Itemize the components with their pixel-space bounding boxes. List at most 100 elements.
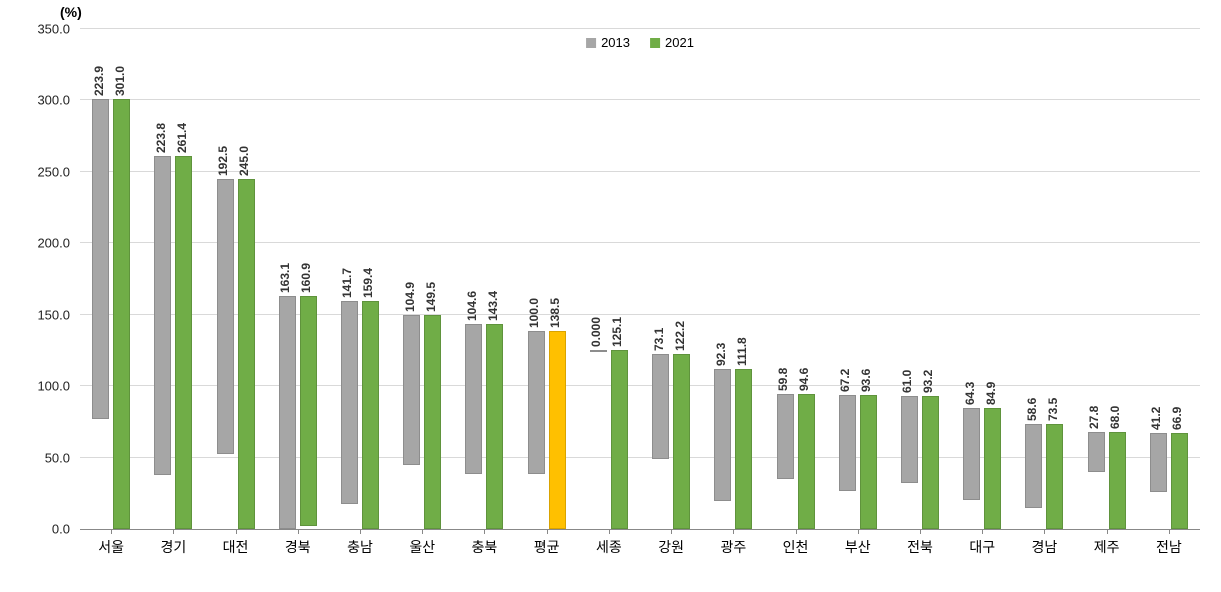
bar-label-2013: 163.1 [278,263,292,293]
plot-area: 2013 2021 0.050.0100.0150.0200.0250.0300… [80,30,1200,530]
bar-2013: 0.000 [590,350,607,352]
tick-mark [547,529,548,534]
bar-2013: 58.6 [1025,424,1042,508]
category-group: 41.266.9전남 [1138,433,1200,529]
bar-2021: 149.5 [424,315,441,529]
bar-2021: 160.9 [300,296,317,526]
category-group: 104.9149.5울산 [391,315,453,529]
y-axis-title: (%) [60,4,82,20]
tick-mark [1169,529,1170,534]
bar-2021: 301.0 [113,99,130,529]
tick-mark [173,529,174,534]
x-tick-label: 인천 [783,537,809,557]
x-tick-label: 전남 [1156,537,1182,557]
legend-swatch-2013 [586,38,596,48]
bar-2013: 223.8 [154,156,171,476]
bar-label-2021: 111.8 [735,338,749,367]
bar-2021: 125.1 [611,350,628,529]
bar-label-2013: 223.9 [92,66,106,96]
bar-2013: 100.0 [528,331,545,474]
bar-2013: 64.3 [963,408,980,500]
bar-2021: 93.6 [860,395,877,529]
bar-2013: 73.1 [652,354,669,458]
bar-2013: 163.1 [279,296,296,529]
bar-label-2013: 64.3 [963,381,977,404]
legend-item-2021: 2021 [650,35,694,50]
tick-mark [236,529,237,534]
tick-mark [671,529,672,534]
bar-2013: 192.5 [217,179,234,454]
bar-label-2021: 125.1 [610,317,624,347]
category-group: 163.1160.9경북 [267,296,329,529]
bar-label-2013: 61.0 [900,370,914,393]
bar-2013: 92.3 [714,369,731,501]
x-tick-label: 강원 [658,537,684,557]
y-tick-label: 200.0 [20,236,70,251]
y-tick-label: 250.0 [20,164,70,179]
x-tick-label: 충북 [472,537,498,557]
legend-label-2021: 2021 [665,35,694,50]
bar-2013: 67.2 [839,395,856,491]
tick-mark [858,529,859,534]
tick-mark [733,529,734,534]
tick-mark [796,529,797,534]
bar-2013: 141.7 [341,301,358,503]
category-group: 58.673.5경남 [1013,424,1075,529]
x-tick-label: 충남 [347,537,373,557]
y-tick-label: 350.0 [20,22,70,37]
category-group: 92.3111.8광주 [702,369,764,529]
category-group: 223.9301.0서울 [80,99,142,529]
bar-2013: 41.2 [1150,433,1167,492]
tick-mark [298,529,299,534]
bar-label-2013: 100.0 [527,298,541,328]
bar-2021: 93.2 [922,396,939,529]
bar-label-2013: 92.3 [714,343,728,366]
bar-label-2021: 143.4 [486,291,500,321]
legend-label-2013: 2013 [601,35,630,50]
y-tick-label: 100.0 [20,379,70,394]
bar-label-2013: 223.8 [154,123,168,153]
tick-mark [1044,529,1045,534]
bar-label-2013: 192.5 [216,146,230,176]
bar-label-2013: 67.2 [838,369,852,392]
chart-container: (%) 2013 2021 0.050.0100.0150.0200.0250.… [0,0,1221,592]
x-tick-label: 전북 [907,537,933,557]
bar-label-2013: 104.9 [403,282,417,312]
bar-label-2013: 58.6 [1025,398,1039,421]
x-tick-label: 대구 [969,537,995,557]
y-tick-label: 50.0 [20,450,70,465]
bar-label-2013: 73.1 [652,328,666,351]
x-tick-label: 울산 [409,537,435,557]
bar-2021: 159.4 [362,301,379,529]
bar-label-2021: 66.9 [1170,407,1184,430]
bar-2021: 143.4 [486,324,503,529]
y-tick-label: 300.0 [20,93,70,108]
x-tick-label: 경북 [285,537,311,557]
y-tick-label: 150.0 [20,307,70,322]
y-tick-label: 0.0 [20,522,70,537]
bar-label-2021: 159.4 [361,268,375,298]
category-group: 223.8261.4경기 [142,156,204,529]
bar-2013: 59.8 [777,394,794,479]
tick-mark [609,529,610,534]
bar-2021: 66.9 [1171,433,1188,529]
bar-2021: 73.5 [1046,424,1063,529]
bar-label-2021: 138.5 [548,298,562,328]
x-tick-label: 서울 [98,537,124,557]
x-tick-label: 평균 [534,537,560,557]
bar-label-2021: 93.2 [921,370,935,393]
bar-label-2021: 73.5 [1046,398,1060,421]
tick-mark [982,529,983,534]
category-group: 192.5245.0대전 [204,179,266,529]
x-tick-label: 광주 [720,537,746,557]
legend: 2013 2021 [586,35,694,50]
bar-label-2013: 59.8 [776,368,790,391]
category-group: 104.6143.4충북 [453,324,515,529]
bar-label-2013: 0.000 [589,317,603,347]
category-group: 73.1122.2강원 [640,354,702,529]
x-tick-label: 경기 [160,537,186,557]
gridline [80,28,1200,29]
bar-2021: 84.9 [984,408,1001,529]
category-group: 64.384.9대구 [951,408,1013,529]
bar-label-2021: 245.0 [237,146,251,176]
